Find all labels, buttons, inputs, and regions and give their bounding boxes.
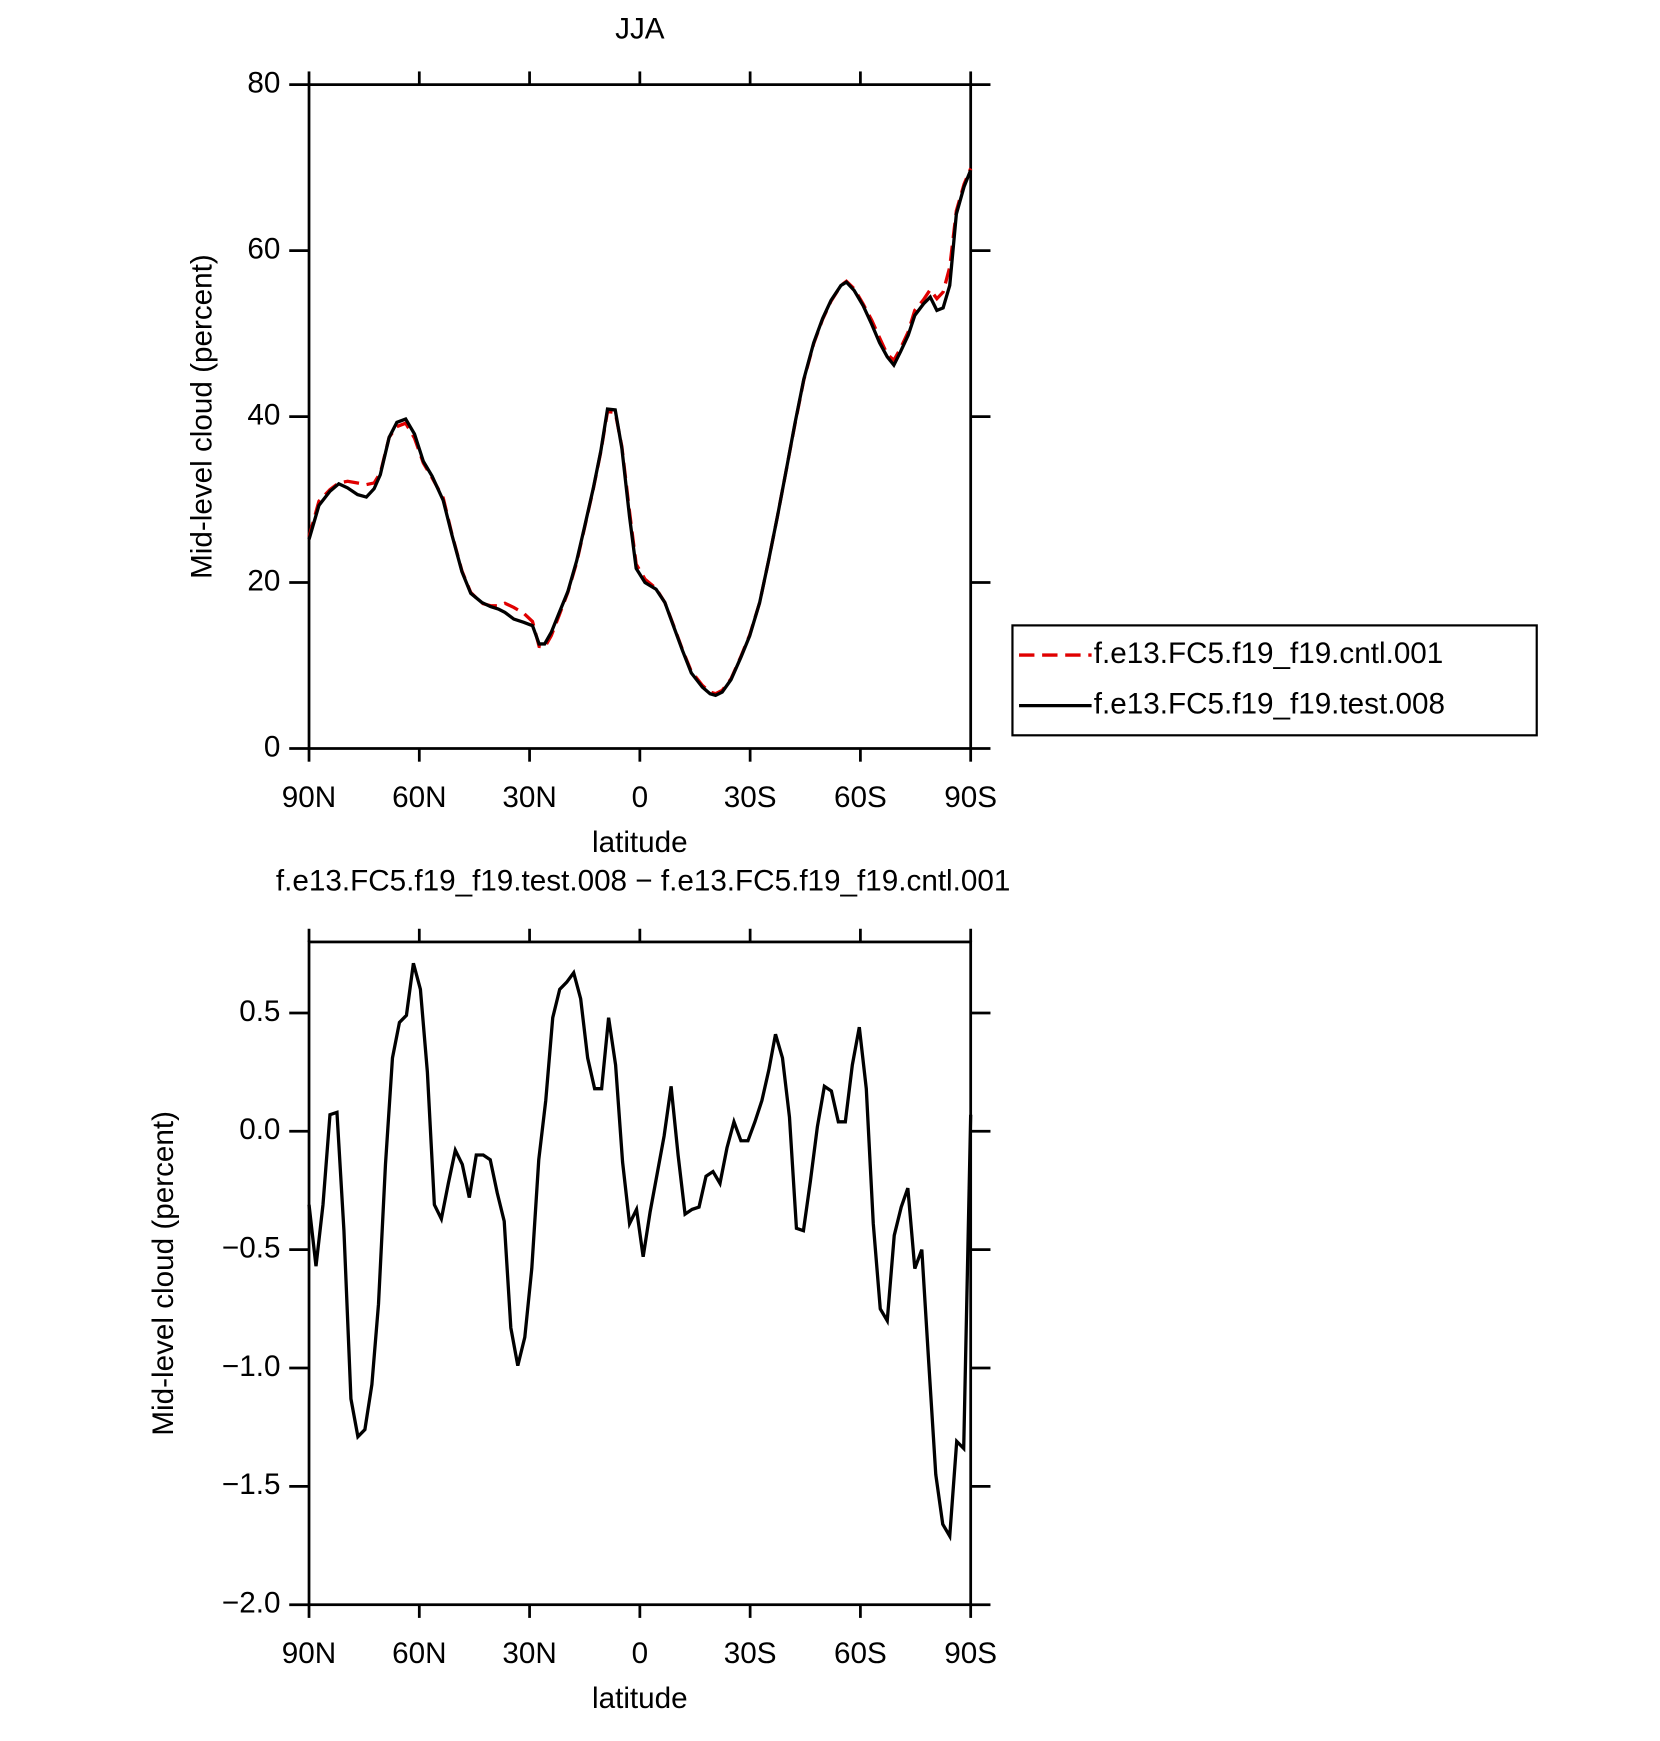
chart: JJA latitude Mid-level cloud (percent) 0 20 4… [185,13,1538,859]
legend-label: f.e13.FC5.f19_f19.cntl.001 [1094,637,1444,670]
x-tick-label: 30N [502,781,556,814]
data-line [307,169,973,698]
plot-frame [307,940,973,1607]
legend-box [1011,624,1538,737]
chart-title: JJA [615,13,665,46]
y-tick-label: −1.0 [222,1350,281,1383]
x-tick-label: 0 [632,781,649,814]
x-tick-label: 60S [834,781,887,814]
x-tick-label: 30N [502,1637,556,1670]
chart: f.e13.FC5.f19_f19.test.008 − f.e13.FC5.f… [147,864,1011,1715]
y-tick-label: 0 [264,730,281,763]
x-tick-label: 0 [632,1637,649,1670]
data-line [307,962,973,1542]
x-tick-label: 90N [282,1637,336,1670]
x-axis-label: latitude [592,826,688,859]
x-tick-label: 90S [944,781,997,814]
x-tick-label: 60N [392,781,446,814]
y-tick-label: 0.0 [239,1113,280,1146]
y-tick-label: 80 [247,66,280,99]
x-tick-label: 90N [282,781,336,814]
data-line [307,167,973,696]
x-tick-label: 60N [392,1637,446,1670]
x-tick-label: 30S [724,1637,777,1670]
y-axis-label: Mid-level cloud (percent) [185,254,218,579]
legend-label: f.e13.FC5.f19_f19.test.008 [1094,687,1445,720]
x-tick-label: 30S [724,781,777,814]
y-tick-label: 60 [247,232,280,265]
y-tick-label: −1.5 [222,1468,281,1501]
y-tick-label: −0.5 [222,1231,281,1264]
x-axis-label: latitude [592,1682,688,1715]
x-tick-label: 90S [944,1637,997,1670]
y-tick-label: 20 [247,564,280,597]
x-tick-label: 60S [834,1637,887,1670]
y-tick-label: 40 [247,398,280,431]
y-axis-label: Mid-level cloud (percent) [147,1111,180,1436]
chart-title: f.e13.FC5.f19_f19.test.008 − f.e13.FC5.f… [276,864,1011,897]
plot-frame [307,83,973,750]
y-tick-label: −2.0 [222,1587,281,1620]
y-tick-label: 0.5 [239,995,280,1028]
